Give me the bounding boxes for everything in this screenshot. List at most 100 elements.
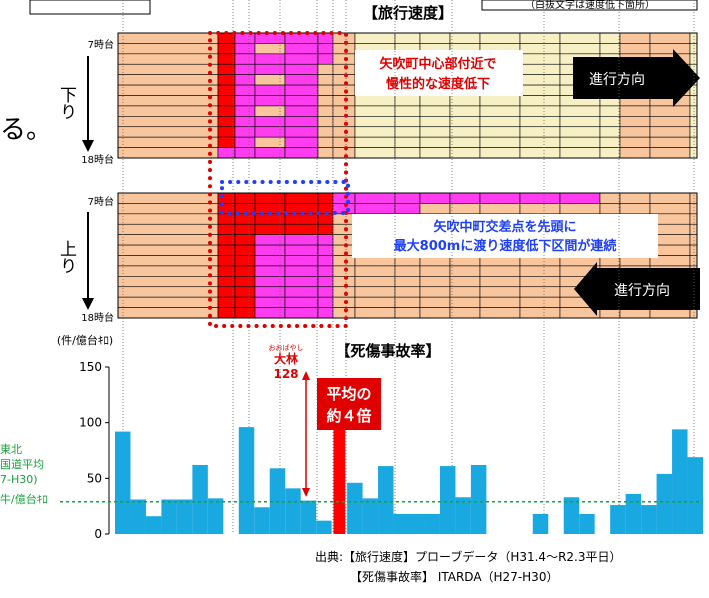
speed-cell [332,74,356,86]
speed-cell [354,265,396,277]
down-time-arrowhead [82,140,94,152]
speed-cell [234,234,256,246]
speed-cell [332,244,356,256]
accident-bar [130,499,146,534]
speed-cell [332,192,356,204]
speed-cell [117,84,219,96]
speed-cell [332,286,356,298]
speed-cell [217,95,236,107]
speed-cell [419,126,451,138]
speed-cell [234,116,256,128]
speed-cell [217,192,236,204]
speed-cell [479,32,521,44]
speed-cell [317,255,334,267]
speed-cell [117,136,219,148]
speed-cell [284,105,319,117]
speed-cell [479,296,521,308]
speed-cell [599,126,621,138]
speed-cell [284,223,319,235]
speed-cell [217,53,236,65]
speed-cell [117,223,219,235]
speed-cell [284,147,319,159]
blue-annotation-line2: 最大800mに渡り速度低下区間が連続 [394,238,617,254]
speed-cell [419,105,451,117]
down-label: 下り [56,86,77,120]
speed-cell [519,95,561,107]
speed-cell [419,307,451,319]
speed-cell [332,136,356,148]
speed-cell [689,213,698,225]
speed-cell [317,147,334,159]
speed-cell [317,192,334,204]
blue-annotation-bg [352,214,658,258]
speed-cell [217,244,236,256]
red-annotation-bg [355,50,523,96]
highlight-ruby: おおばやし [269,343,304,352]
red-focus-box [208,31,348,328]
speed-cell [649,116,691,128]
speed-cell [332,105,356,117]
speed-cell [117,213,219,225]
accident-bar [455,497,471,534]
y-tick-label: 50 [87,471,102,485]
speed-cell [254,84,286,96]
accident-bar [641,505,657,534]
speed-cell [284,53,319,65]
accident-bar [409,513,425,534]
speed-cell [254,126,286,138]
speed-cell [689,223,698,235]
speed-cell [394,116,421,128]
speed-cell [117,95,219,107]
accident-bar [300,500,317,534]
down-start-label: 7時台 [88,38,114,51]
speed-cell [449,32,481,44]
accident-bar [378,466,394,534]
speed-cell [254,244,286,256]
speed-cell [117,307,219,319]
speed-cell [254,213,286,225]
speed-cell [317,63,334,75]
speed-cell [317,223,334,235]
speed-cell [317,286,334,298]
speed-cell [332,63,356,75]
speed-cell [234,276,256,288]
speed-cell [234,286,256,298]
speed-cell [599,32,621,44]
average-label-line3: 7-H30) [0,473,38,486]
speed-cell [284,213,319,225]
speed-cell [284,234,319,246]
speed-cell [354,286,396,298]
speed-cell [394,265,421,277]
up-direction-label: 進行方向 [614,283,670,299]
header-note-box [481,0,698,11]
speed-cell [332,296,356,308]
blue-focus-box [220,180,350,215]
speed-cell [117,296,219,308]
speed-cell [419,95,451,107]
speed-cell [217,136,236,148]
average-label-line4: 牛/億台ｷﾛ [0,492,48,506]
blue-annotation-line1: 矢吹中町交差点を先頭に [433,219,576,235]
source-line1: 出典:【旅行速度】プローブデータ（H31.4～R2.3平日） [315,549,622,564]
speed-cell [217,223,236,235]
speed-cell [217,126,236,138]
accident-bar [393,513,409,534]
accident-bar [176,499,193,534]
speed-cell [284,95,319,107]
speed-cell [519,286,561,298]
speed-cell [479,286,521,298]
speed-cell [449,95,481,107]
speed-cell [394,147,421,159]
speed-cell [117,105,219,117]
speed-cell [619,203,651,215]
speed-cell [449,147,481,159]
speed-cell [332,43,356,55]
callout-arrowhead-bottom [302,488,310,497]
speed-cell [394,136,421,148]
speed-cell [332,213,356,225]
speed-cell [332,116,356,128]
speed-cell [449,276,481,288]
speed-cell [519,296,561,308]
speed-cell [332,95,356,107]
